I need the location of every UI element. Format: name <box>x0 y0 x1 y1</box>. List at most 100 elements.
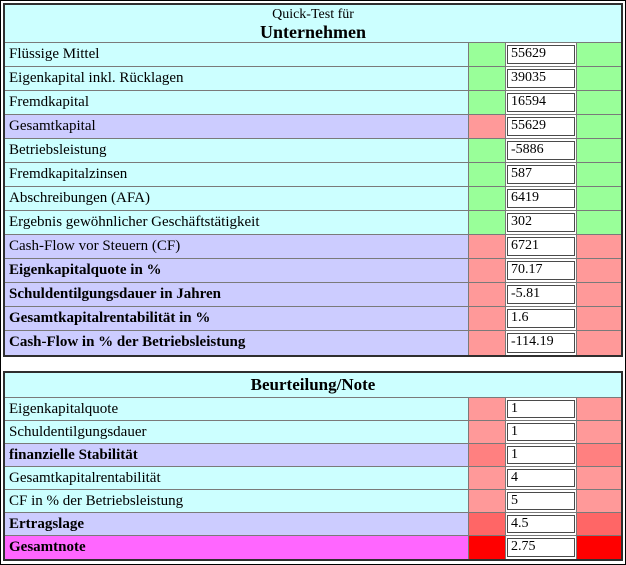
quick-test-header: Quick-Test für Unternehmen <box>5 5 621 43</box>
value-cell: 55629 <box>506 115 577 138</box>
row-label: Ergebnis gewöhnlicher Geschäftstätigkeit <box>5 211 469 234</box>
row-label: Flüssige Mittel <box>5 43 469 66</box>
row-label: Eigenkapital inkl. Rücklagen <box>5 67 469 90</box>
row-label: Abschreibungen (AFA) <box>5 187 469 210</box>
status-cell-left <box>469 283 506 306</box>
value-cell: 4 <box>506 467 577 489</box>
table-row: Schuldentilgungsdauer in Jahren -5.81 <box>5 283 621 307</box>
row-label: Fremdkapitalzinsen <box>5 163 469 186</box>
status-cell-left <box>469 163 506 186</box>
status-cell-left <box>469 490 506 512</box>
table-row: CF in % der Betriebsleistung 5 <box>5 490 621 513</box>
table-row: Ergebnis gewöhnlicher Geschäftstätigkeit… <box>5 211 621 235</box>
value-cell: 70.17 <box>506 259 577 282</box>
value-input[interactable]: 16594 <box>507 93 575 112</box>
row-label: Schuldentilgungsdauer in Jahren <box>5 283 469 306</box>
status-cell-right <box>577 187 621 210</box>
status-cell-right <box>577 259 621 282</box>
value-input[interactable]: 4.5 <box>507 515 575 533</box>
table-row: Fremdkapital 16594 <box>5 91 621 115</box>
table-row: Schuldentilgungsdauer 1 <box>5 421 621 444</box>
value-input[interactable]: 1.6 <box>507 309 575 328</box>
status-cell-right <box>577 421 621 443</box>
status-cell-left <box>469 235 506 258</box>
status-cell-left <box>469 536 506 559</box>
status-cell-left <box>469 67 506 90</box>
rating-header: Beurteilung/Note <box>5 373 621 398</box>
status-cell-right <box>577 91 621 114</box>
value-input[interactable]: 587 <box>507 165 575 184</box>
value-input[interactable]: 2.75 <box>507 538 575 557</box>
status-cell-left <box>469 398 506 420</box>
value-input[interactable]: 302 <box>507 213 575 232</box>
status-cell-right <box>577 235 621 258</box>
status-cell-right <box>577 444 621 466</box>
status-cell-right <box>577 115 621 138</box>
table-row: Gesamtkapital 55629 <box>5 115 621 139</box>
value-cell: 1.6 <box>506 307 577 330</box>
status-cell-right <box>577 163 621 186</box>
status-cell-right <box>577 211 621 234</box>
row-label: Schuldentilgungsdauer <box>5 421 469 443</box>
value-input[interactable]: 1 <box>507 446 575 464</box>
quick-test-table: Quick-Test für Unternehmen Flüssige Mitt… <box>3 3 623 357</box>
value-input[interactable]: 6419 <box>507 189 575 208</box>
value-cell: 5 <box>506 490 577 512</box>
row-label: Gesamtnote <box>5 536 469 559</box>
table-row: Eigenkapitalquote in % 70.17 <box>5 259 621 283</box>
status-cell-right <box>577 139 621 162</box>
status-cell-left <box>469 259 506 282</box>
value-cell: 1 <box>506 421 577 443</box>
value-input[interactable]: 70.17 <box>507 261 575 280</box>
table-row: Betriebsleistung -5886 <box>5 139 621 163</box>
value-cell: 39035 <box>506 67 577 90</box>
status-cell-left <box>469 307 506 330</box>
value-cell: -114.19 <box>506 331 577 355</box>
table-row: Cash-Flow in % der Betriebsleistung -114… <box>5 331 621 355</box>
table-row: Fremdkapitalzinsen 587 <box>5 163 621 187</box>
status-cell-left <box>469 43 506 66</box>
row-label: Eigenkapitalquote in % <box>5 259 469 282</box>
row-label: finanzielle Stabilität <box>5 444 469 466</box>
value-input[interactable]: 1 <box>507 400 575 418</box>
value-cell: 302 <box>506 211 577 234</box>
status-cell-left <box>469 331 506 355</box>
table-row: Flüssige Mittel 55629 <box>5 43 621 67</box>
status-cell-left <box>469 115 506 138</box>
status-cell-left <box>469 513 506 535</box>
row-label: Eigenkapitalquote <box>5 398 469 420</box>
status-cell-left <box>469 444 506 466</box>
row-label: Gesamtkapital <box>5 115 469 138</box>
status-cell-right <box>577 536 621 559</box>
value-cell: 55629 <box>506 43 577 66</box>
status-cell-right <box>577 67 621 90</box>
value-cell: 6721 <box>506 235 577 258</box>
value-input[interactable]: -114.19 <box>507 333 575 353</box>
table-row: Gesamtkapitalrentabilität 4 <box>5 467 621 490</box>
value-cell: 16594 <box>506 91 577 114</box>
status-cell-right <box>577 490 621 512</box>
value-input[interactable]: 4 <box>507 469 575 487</box>
row-label: Fremdkapital <box>5 91 469 114</box>
value-input[interactable]: -5.81 <box>507 285 575 304</box>
value-input[interactable]: 55629 <box>507 117 575 136</box>
status-cell-right <box>577 398 621 420</box>
table-row: Ertragslage 4.5 <box>5 513 621 536</box>
table-row: Eigenkapitalquote 1 <box>5 398 621 421</box>
value-cell: 587 <box>506 163 577 186</box>
status-cell-right <box>577 283 621 306</box>
value-input[interactable]: 6721 <box>507 237 575 256</box>
rating-table: Beurteilung/Note Eigenkapitalquote 1 Sch… <box>3 371 623 561</box>
value-input[interactable]: -5886 <box>507 141 575 160</box>
value-input[interactable]: 39035 <box>507 69 575 88</box>
value-input[interactable]: 55629 <box>507 45 575 64</box>
row-label: Cash-Flow in % der Betriebsleistung <box>5 331 469 355</box>
status-cell-left <box>469 211 506 234</box>
value-cell: 2.75 <box>506 536 577 559</box>
status-cell-right <box>577 467 621 489</box>
value-input[interactable]: 1 <box>507 423 575 441</box>
table-row: Gesamtkapitalrentabilität in % 1.6 <box>5 307 621 331</box>
value-input[interactable]: 5 <box>507 492 575 510</box>
quick-test-header-subtitle: Quick-Test für <box>272 7 354 22</box>
